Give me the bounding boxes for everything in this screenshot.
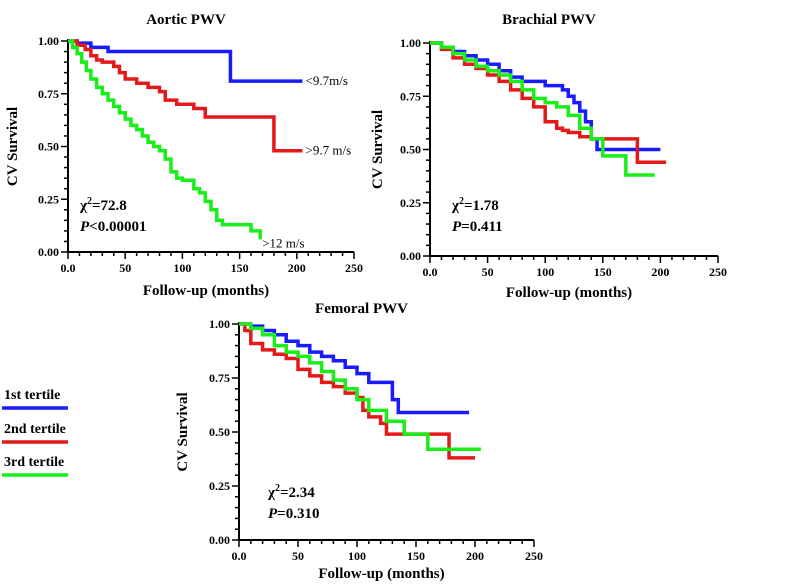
series-end-label: <9.7m/s	[306, 73, 348, 88]
chi-superscript: 2	[87, 196, 92, 207]
chart-panel-1: Aortic PWV 0.00 0.25 0.50 0.75 1.00 0.0 50 100 15…	[5, 12, 363, 299]
series-line-3	[68, 39, 262, 240]
stat-chi-square: χ2=2.34	[267, 483, 315, 501]
chi-superscript: 2	[275, 483, 280, 494]
x-tick-label: 100	[348, 549, 366, 563]
y-tick-label: 0.00	[209, 533, 230, 547]
chi-symbol: χ	[79, 198, 88, 214]
x-tick-label: 200	[651, 265, 669, 279]
series-line-2	[68, 39, 303, 153]
chi-symbol: χ	[451, 198, 460, 214]
y-tick-label: 1.00	[38, 34, 59, 48]
stat-p-value: P<0.00001	[80, 219, 146, 235]
chart-panel-3: Femoral PWV 0.00 0.25 0.50 0.75 1.00 0.0 50 100 1…	[175, 301, 543, 582]
y-tick-label: 0.00	[400, 249, 421, 263]
chart-title: Brachial PWV	[502, 12, 596, 28]
legend-label: 2nd tertile	[4, 422, 66, 437]
legend: 1st tertile 2nd tertile 3rd tertile	[2, 388, 68, 477]
p-value-text: =0.310	[277, 506, 319, 522]
x-tick-label: 0.0	[423, 265, 438, 279]
x-tick-label: 50	[119, 261, 131, 275]
x-tick-label: 150	[407, 549, 425, 563]
stat-p-value: P=0.411	[452, 219, 503, 235]
x-tick-label: 0.0	[232, 549, 247, 563]
y-tick-label: 0.75	[209, 371, 230, 385]
x-tick-label: 100	[173, 261, 191, 275]
y-tick-label: 0.25	[209, 479, 230, 493]
chi-symbol: χ	[267, 485, 276, 501]
y-axis-label: CV Survival	[5, 107, 21, 186]
y-axis-label: CV Survival	[175, 392, 191, 471]
chi-value: =2.34	[280, 485, 315, 501]
chart-title: Femoral PWV	[315, 301, 408, 317]
x-tick-label: 50	[482, 265, 494, 279]
series-line-3	[430, 41, 655, 177]
chart-panel-2: Brachial PWV 0.00 0.25 0.50 0.75 1.00 0.0 50 100…	[370, 12, 727, 301]
series-line-3	[239, 322, 481, 452]
legend-label: 1st tertile	[4, 388, 60, 403]
x-tick-label: 150	[594, 265, 612, 279]
y-tick-label: 0.50	[209, 425, 230, 439]
y-axis-label: CV Survival	[370, 110, 386, 189]
p-value-text: <0.00001	[89, 219, 146, 235]
p-symbol: P	[452, 219, 462, 235]
series-line-1	[239, 322, 470, 415]
x-axis-label: Follow-up (months)	[318, 566, 444, 582]
stat-p-value: P=0.310	[268, 506, 319, 522]
y-tick-label: 0.25	[400, 196, 421, 210]
x-tick-label: 150	[231, 261, 249, 275]
x-axis-label: Follow-up (months)	[143, 283, 269, 299]
series-end-label: >9.7 m/s	[306, 143, 352, 158]
x-tick-label: 250	[709, 265, 727, 279]
x-tick-label: 250	[345, 261, 363, 275]
y-tick-label: 1.00	[209, 317, 230, 331]
series-end-label: >12 m/s	[262, 235, 304, 250]
chi-value: =1.78	[464, 198, 499, 214]
p-symbol: P	[80, 219, 90, 235]
x-tick-label: 100	[536, 265, 554, 279]
legend-label: 3rd tertile	[4, 455, 64, 470]
series-line-2	[239, 322, 475, 460]
x-tick-label: 0.0	[61, 261, 76, 275]
x-tick-label: 250	[525, 549, 543, 563]
stat-chi-square: χ2=1.78	[451, 196, 499, 214]
y-tick-label: 0.75	[400, 89, 421, 103]
x-tick-label: 50	[292, 549, 304, 563]
y-tick-label: 0.50	[38, 140, 59, 154]
p-symbol: P	[268, 506, 278, 522]
stat-chi-square: χ2=72.8	[79, 196, 127, 214]
y-tick-label: 0.50	[400, 143, 421, 157]
y-tick-label: 1.00	[400, 36, 421, 50]
chi-superscript: 2	[459, 196, 464, 207]
chart-title: Aortic PWV	[146, 12, 226, 28]
y-tick-label: 0.25	[38, 192, 59, 206]
y-tick-label: 0.00	[38, 245, 59, 259]
p-value-text: =0.411	[461, 219, 502, 235]
chi-value: =72.8	[92, 198, 127, 214]
y-tick-label: 0.75	[38, 87, 59, 101]
x-axis-label: Follow-up (months)	[506, 285, 632, 301]
x-tick-label: 200	[466, 549, 484, 563]
x-tick-label: 200	[288, 261, 306, 275]
